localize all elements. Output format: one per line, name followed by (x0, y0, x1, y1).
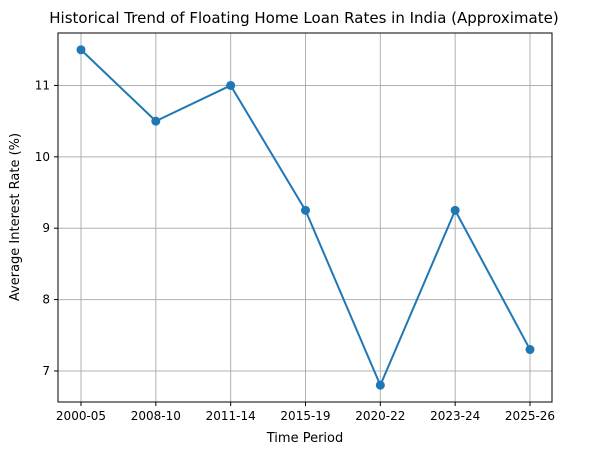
x-tick-label: 2023-24 (430, 409, 480, 423)
data-point (525, 345, 535, 355)
y-tick-label: 7 (42, 364, 50, 378)
data-point (450, 205, 460, 215)
x-tick-label: 2020-22 (355, 409, 405, 423)
y-tick-label: 9 (42, 221, 50, 235)
x-axis-label: Time Period (266, 431, 343, 446)
y-tick-label: 10 (35, 150, 50, 164)
axes-layer (54, 32, 553, 406)
data-point (76, 45, 86, 55)
series-layer (76, 45, 535, 390)
data-point (301, 205, 310, 215)
y-tick-label: 11 (35, 78, 50, 92)
x-tick-label: 2008-10 (131, 409, 181, 423)
y-axis-label: Average Interest Rate (%) (8, 133, 23, 301)
plot-frame (57, 32, 553, 403)
data-point (375, 380, 385, 390)
data-point (226, 80, 236, 90)
tick-label-layer: 2000-05 2008-10 2011-14 2015-19 2020-22 2023-… (35, 78, 555, 423)
chart-title: Historical Trend of Floating Home Loan R… (49, 9, 558, 27)
x-tick-label: 2025-26 (505, 409, 555, 423)
y-tick-label: 8 (42, 293, 50, 307)
x-tick-label: 2000-05 (56, 409, 106, 423)
x-tick-label: 2015-19 (280, 409, 330, 423)
x-tick-label: 2011-14 (206, 409, 256, 423)
grid-layer (58, 33, 552, 402)
data-point (151, 116, 161, 126)
